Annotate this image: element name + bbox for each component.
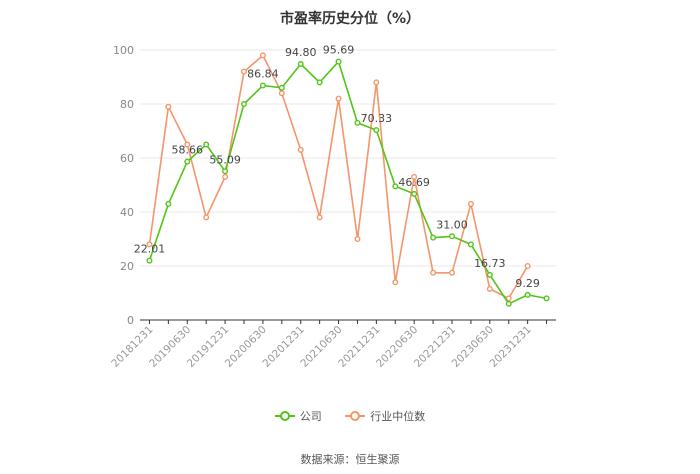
point-industry-median-20230930 — [505, 295, 512, 302]
legend-item-industry-median[interactable]: 行业中位数 — [345, 408, 425, 424]
point-company-20230930 — [505, 300, 512, 307]
point-industry-median-20220930 — [430, 269, 437, 276]
x-tick-label-20231231: 20231231 — [487, 324, 533, 370]
point-company-20220930 — [430, 234, 437, 241]
legend-company-label: 公司 — [299, 410, 322, 423]
point-industry-median-20210331 — [316, 214, 323, 221]
data-label-company-20201231: 94.80 — [285, 46, 317, 59]
grid-lines — [140, 49, 556, 267]
point-company-20230630 — [486, 271, 493, 278]
y-tick-label-0: 0 — [127, 314, 134, 327]
point-industry-median-20231231 — [524, 263, 531, 270]
point-industry-median-20190930 — [203, 214, 210, 221]
y-tick-label-40: 40 — [120, 206, 134, 219]
point-company-20191231 — [222, 168, 229, 175]
data-labels: 22.01 58.66 55.09 86.84 94.80 95.69 70.33 46.69… — [134, 44, 540, 290]
point-company-20210930 — [354, 119, 361, 126]
point-industry-median-20220331 — [392, 279, 399, 286]
point-industry-median-20220630 — [411, 173, 418, 180]
series-line-industry-median — [148, 54, 529, 300]
axes: 0204060801002018123120190630201912312020… — [109, 44, 556, 370]
point-company-20210630 — [335, 58, 342, 65]
legend-industry-label: 行业中位数 — [370, 410, 426, 423]
series — [146, 52, 550, 307]
point-company-20200930 — [278, 84, 285, 91]
point-company-20190331 — [165, 200, 172, 207]
data-label-company-20231231: 9.29 — [515, 277, 540, 290]
point-company-20230331 — [467, 241, 474, 248]
y-tick-label-100: 100 — [113, 44, 134, 57]
point-industry-median-20190630 — [184, 141, 191, 148]
point-company-20210331 — [316, 79, 323, 86]
point-company-20200630 — [259, 82, 266, 89]
point-industry-median-20181231 — [146, 241, 153, 248]
chart-title: 市盈率历史分位（%） — [279, 11, 421, 27]
point-industry-median-20191231 — [222, 173, 229, 180]
point-industry-median-20190331 — [165, 103, 172, 110]
point-industry-median-20201231 — [297, 146, 304, 153]
point-industry-median-20210630 — [335, 95, 342, 102]
point-company-20211231 — [373, 127, 380, 134]
point-company-20181231 — [146, 257, 153, 264]
point-company-20220331 — [392, 183, 399, 190]
data-label-company-20230630: 16.73 — [474, 257, 506, 270]
y-tick-label-20: 20 — [120, 260, 134, 273]
data-label-company-20221231: 31.00 — [436, 218, 468, 231]
y-tick-label-60: 60 — [120, 152, 134, 165]
point-company-20231231 — [524, 291, 531, 298]
y-tick-label-80: 80 — [120, 98, 134, 111]
data-label-company-20190630: 58.66 — [172, 144, 204, 157]
point-industry-median-20200331 — [240, 68, 247, 75]
series-line-company — [148, 60, 547, 305]
data-label-company-20181231: 22.01 — [134, 243, 166, 256]
point-company-20201231 — [297, 61, 304, 68]
point-industry-median-20230331 — [467, 200, 474, 207]
point-industry-median-20221231 — [449, 269, 456, 276]
point-company-20190930 — [203, 141, 210, 148]
legend-item-company[interactable]: 公司 — [274, 408, 322, 424]
data-label-company-20191231: 55.09 — [209, 153, 241, 166]
data-label-company-20210630: 95.69 — [323, 44, 355, 57]
point-company-20200331 — [240, 100, 247, 107]
data-label-company-20220630: 46.69 — [398, 176, 430, 189]
point-company-20240331 — [543, 295, 550, 302]
point-industry-median-20200630 — [259, 52, 266, 59]
point-industry-median-20230630 — [486, 285, 493, 292]
point-company-20220630 — [411, 190, 418, 197]
point-company-20221231 — [449, 233, 456, 240]
point-company-20190630 — [184, 158, 191, 165]
data-source: 数据来源：恒生聚源 — [300, 453, 400, 466]
data-label-company-20200630: 86.84 — [247, 68, 279, 81]
data-label-company-20211231: 70.33 — [361, 112, 393, 125]
legend: 公司 行业中位数 — [0, 408, 700, 424]
legend-company-swatch — [274, 411, 295, 421]
point-industry-median-20200930 — [278, 90, 285, 97]
point-industry-median-20211231 — [373, 79, 380, 86]
point-industry-median-20210930 — [354, 235, 361, 242]
legend-industry-swatch — [345, 411, 366, 421]
